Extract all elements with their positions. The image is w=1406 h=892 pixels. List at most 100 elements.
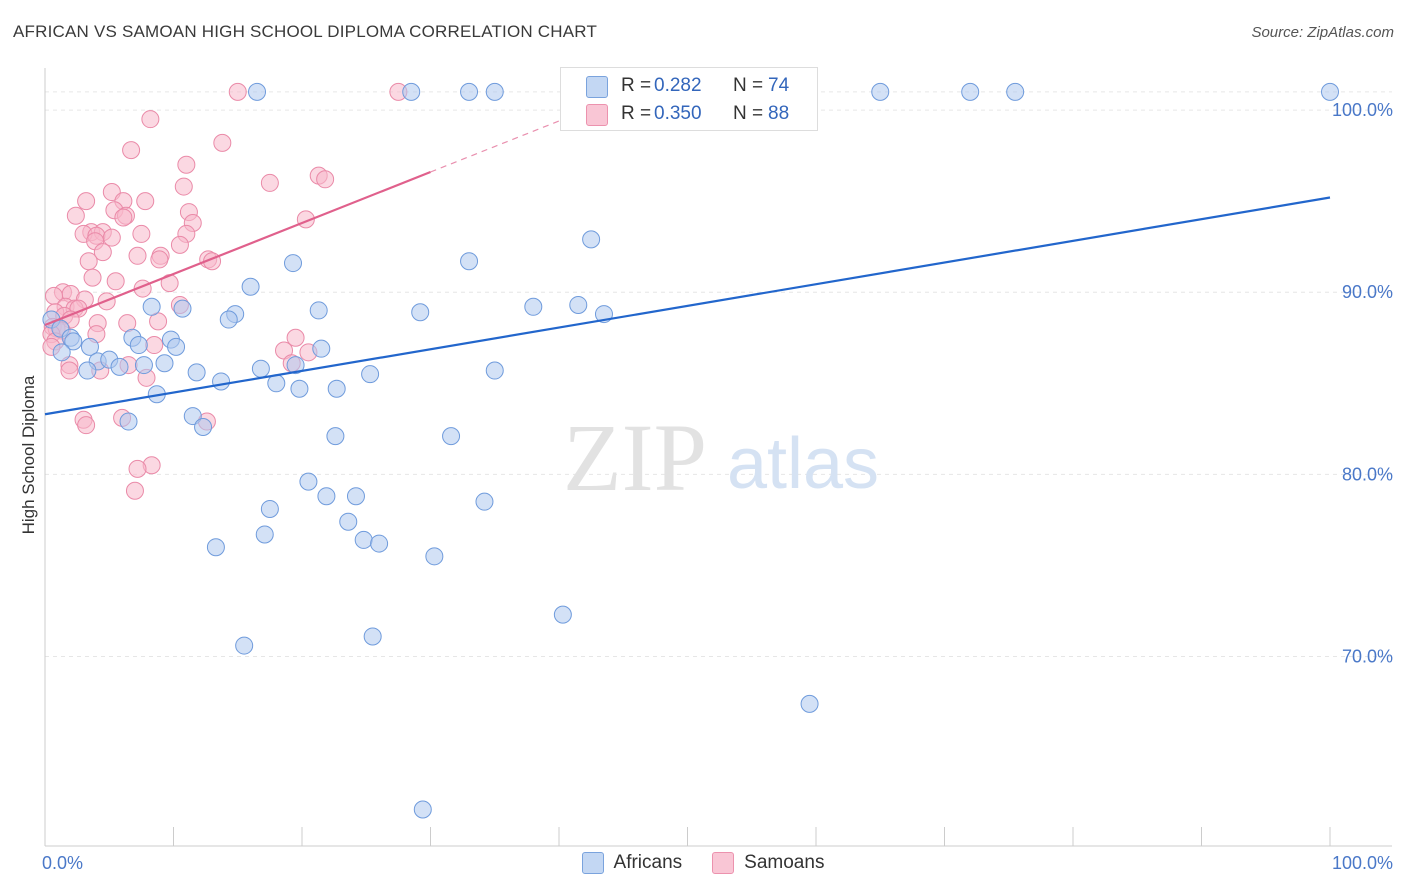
african-point-12 — [241, 277, 260, 296]
africans-trendline — [44, 196, 1331, 416]
african-point-16 — [219, 310, 238, 329]
samoan-point-5 — [177, 155, 196, 174]
african-point-65 — [553, 605, 572, 624]
african-point-59 — [339, 512, 358, 531]
samoan-point-76 — [77, 416, 96, 435]
african-point-36 — [155, 354, 174, 373]
african-point-53 — [442, 427, 461, 446]
africans-legend-swatch — [581, 852, 604, 874]
source-label: Source: ZipAtlas.com — [1251, 24, 1394, 41]
samoan-point-31 — [128, 246, 147, 265]
african-point-69 — [413, 800, 432, 819]
african-point-0 — [248, 82, 267, 101]
african-point-31 — [312, 339, 331, 358]
african-point-60 — [255, 525, 274, 544]
african-point-6 — [961, 82, 980, 101]
samoan-point-29 — [170, 235, 189, 254]
watermark-zip: ZIP — [563, 404, 707, 511]
correlation-legend: R = 0.282 N = 74 R = 0.350 N = 88 — [560, 67, 818, 131]
african-point-1 — [402, 82, 421, 101]
african-point-66 — [363, 627, 382, 646]
african-point-51 — [119, 412, 138, 431]
samoan-point-64 — [145, 336, 164, 355]
samoan-point-13 — [136, 192, 155, 211]
samoan-point-37 — [83, 268, 102, 287]
correlation-row-africans: R = 0.282 N = 74 — [561, 72, 817, 100]
african-point-19 — [524, 297, 543, 316]
samoan-point-3 — [213, 133, 232, 152]
samoan-point-7 — [316, 170, 335, 189]
r-label: R = — [621, 103, 652, 124]
y-tick-label-0: 70.0% — [1342, 647, 1393, 667]
r-value: 0.282 — [654, 75, 702, 96]
africans-legend-label: Africans — [613, 852, 683, 873]
african-point-42 — [361, 365, 380, 384]
y-tick-label-3: 100.0% — [1332, 100, 1393, 120]
african-point-61 — [354, 530, 373, 549]
african-point-67 — [235, 636, 254, 655]
samoan-point-30 — [93, 243, 112, 262]
samoans-legend-label: Samoans — [744, 852, 825, 873]
african-point-3 — [485, 82, 504, 101]
african-point-38 — [78, 361, 97, 380]
samoan-point-17 — [114, 208, 133, 227]
correlation-row-samoans: R = 0.350 N = 88 — [561, 100, 817, 128]
samoan-point-27 — [102, 228, 121, 247]
african-point-56 — [317, 487, 336, 506]
x-tick-label-0: 0.0% — [42, 853, 83, 873]
african-point-11 — [460, 252, 479, 271]
samoan-point-8 — [260, 173, 279, 192]
y-tick-label-1: 80.0% — [1342, 464, 1393, 484]
samoan-point-38 — [106, 272, 125, 291]
samoan-point-11 — [77, 192, 96, 211]
samoan-point-79 — [125, 481, 144, 500]
legend-entry-africans[interactable]: Africans — [581, 852, 683, 874]
samoan-point-0 — [228, 82, 247, 101]
african-point-13 — [142, 297, 161, 316]
african-point-37 — [110, 357, 129, 376]
samoan-point-4 — [122, 141, 141, 160]
african-point-44 — [212, 372, 231, 391]
watermark-atlas: atlas — [727, 424, 879, 504]
samoan-point-35 — [79, 252, 98, 271]
african-point-55 — [346, 487, 365, 506]
african-point-39 — [187, 363, 206, 382]
n-value: 88 — [768, 103, 790, 124]
chart-title: AFRICAN VS SAMOAN HIGH SCHOOL DIPLOMA CO… — [13, 22, 598, 41]
african-point-54 — [299, 472, 318, 491]
african-point-64 — [425, 547, 444, 566]
samoan-point-2 — [141, 110, 160, 129]
legend-entry-samoans[interactable]: Samoans — [712, 852, 824, 874]
african-point-52 — [326, 427, 345, 446]
african-point-8 — [1321, 82, 1339, 101]
african-point-26 — [80, 337, 99, 356]
african-point-62 — [370, 534, 389, 553]
samoan-point-36 — [150, 250, 169, 269]
african-point-28 — [129, 336, 148, 355]
african-point-35 — [134, 356, 153, 375]
african-point-10 — [284, 254, 303, 273]
african-point-2 — [460, 82, 479, 101]
n-value: 74 — [768, 75, 790, 96]
x-tick-label-1: 100.0% — [1332, 853, 1393, 873]
african-point-63 — [206, 538, 225, 557]
samoans-legend-swatch — [712, 852, 735, 874]
samoan-point-62 — [286, 328, 305, 347]
samoan-point-25 — [132, 224, 151, 243]
samoans-trendline — [44, 170, 431, 327]
african-point-40 — [251, 359, 270, 378]
n-label: N = — [733, 103, 764, 124]
african-point-50 — [194, 418, 213, 436]
y-tick-label-2: 90.0% — [1342, 282, 1393, 302]
african-point-9 — [582, 230, 601, 249]
samoan-point-78 — [128, 459, 147, 478]
series-legend: Africans Samoans — [0, 852, 1406, 874]
african-point-47 — [327, 379, 346, 398]
african-point-18 — [411, 303, 430, 322]
y-axis-label: High School Diploma — [19, 375, 38, 534]
african-point-43 — [485, 361, 504, 380]
samoan-point-18 — [66, 206, 85, 225]
african-point-41 — [286, 356, 305, 375]
african-point-46 — [290, 379, 309, 398]
